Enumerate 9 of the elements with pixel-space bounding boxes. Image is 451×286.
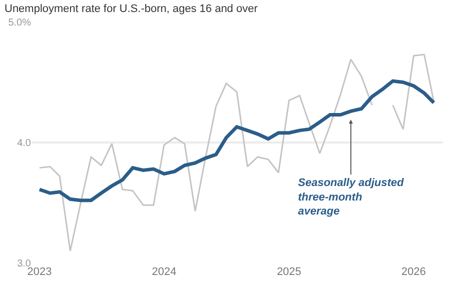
- annotation: Seasonally adjusted three-month average: [298, 177, 404, 218]
- y-tick-label: 4.0: [17, 138, 32, 149]
- x-tick-label: 2026: [401, 266, 426, 278]
- y-tick-label: 5.0%: [8, 18, 32, 28]
- line-series: [38, 79, 436, 202]
- x-tick-label: 2024: [152, 266, 176, 278]
- x-tick-label: 2023: [27, 266, 52, 278]
- x-tick-label: 2025: [276, 266, 302, 278]
- chart-title: Unemployment rate for U.S.-born, ages 16 and over: [4, 2, 258, 15]
